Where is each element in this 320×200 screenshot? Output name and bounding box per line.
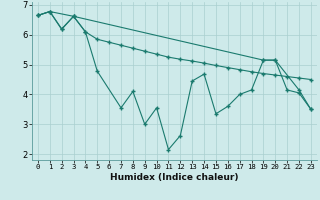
X-axis label: Humidex (Indice chaleur): Humidex (Indice chaleur): [110, 173, 239, 182]
